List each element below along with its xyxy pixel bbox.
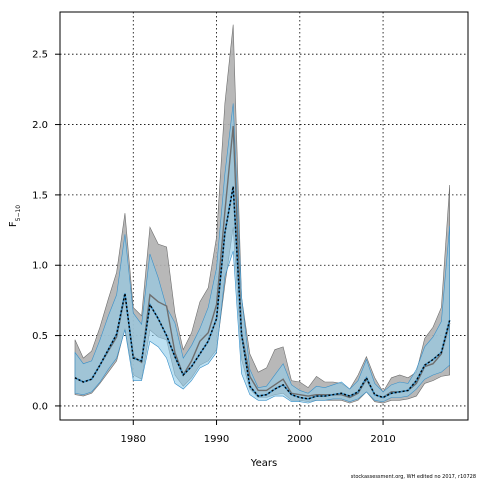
y-tick-label: 0.5 <box>32 331 48 342</box>
y-axis-title-main: F <box>8 221 19 227</box>
x-axis: 1980 1990 2000 2010 <box>121 420 396 445</box>
x-tick-label: 2000 <box>287 434 312 445</box>
x-axis-title: Years <box>250 458 277 469</box>
confidence-band-blue <box>74 103 450 404</box>
y-axis-title-subscript: 5−10 <box>15 205 22 222</box>
footnote: stockassessment.org, WH edited no 2017, … <box>351 474 476 480</box>
y-tick-label: 2.5 <box>32 50 48 61</box>
x-tick-label: 1990 <box>204 434 229 445</box>
plot-area <box>60 12 468 420</box>
y-tick-label: 1.0 <box>32 261 48 272</box>
x-tick-label: 1980 <box>121 434 146 445</box>
estimate-line-dotted <box>74 186 451 400</box>
plot-frame <box>59 11 469 421</box>
y-tick-label: 2.0 <box>32 120 48 131</box>
y-tick-label: 1.5 <box>32 190 48 201</box>
y-axis-title: F5−10 <box>8 205 22 227</box>
y-axis: 0.0 0.5 1.0 1.5 2.0 2.5 <box>32 50 60 412</box>
x-tick-label: 2010 <box>370 434 395 445</box>
y-tick-label: 0.0 <box>32 401 48 412</box>
